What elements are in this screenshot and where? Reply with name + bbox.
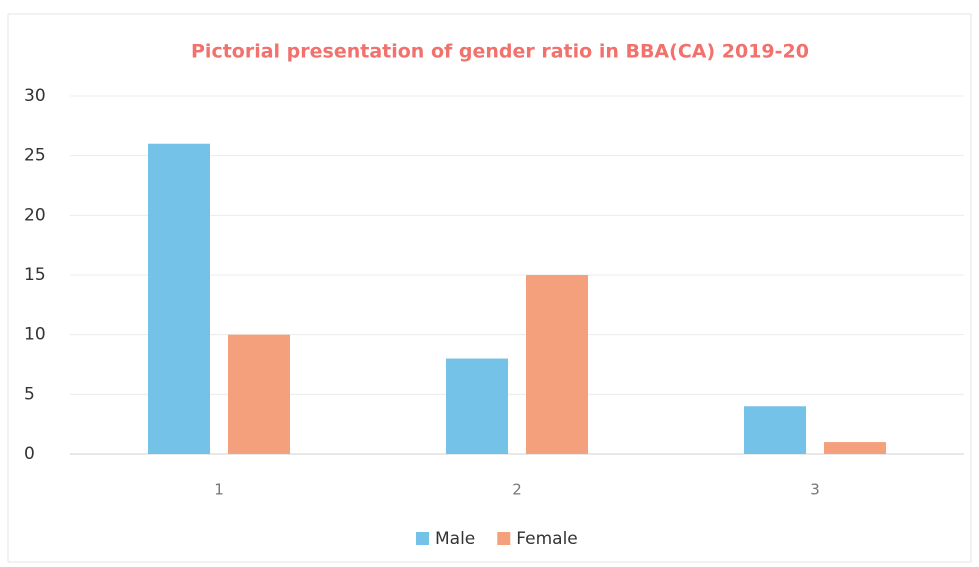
chart-title: Pictorial presentation of gender ratio i…	[191, 41, 809, 63]
bar	[744, 406, 806, 454]
legend-label: Female	[516, 529, 577, 549]
x-tick-label: 2	[512, 481, 522, 499]
y-tick-label: 0	[24, 444, 35, 464]
y-tick-label: 20	[24, 205, 46, 225]
legend-label: Male	[435, 529, 475, 549]
y-tick-label: 30	[24, 86, 46, 106]
y-tick-label: 15	[24, 265, 46, 285]
x-tick-label: 1	[214, 481, 224, 499]
bar	[824, 442, 886, 454]
x-tick-label: 3	[810, 481, 820, 499]
y-tick-label: 25	[24, 146, 46, 166]
legend-swatch	[416, 532, 429, 545]
y-tick-label: 5	[24, 384, 35, 404]
y-tick-label: 10	[24, 325, 46, 345]
legend-swatch	[497, 532, 511, 545]
bar	[228, 334, 290, 454]
bar	[526, 275, 588, 454]
bar	[148, 143, 210, 454]
bar	[446, 358, 508, 454]
